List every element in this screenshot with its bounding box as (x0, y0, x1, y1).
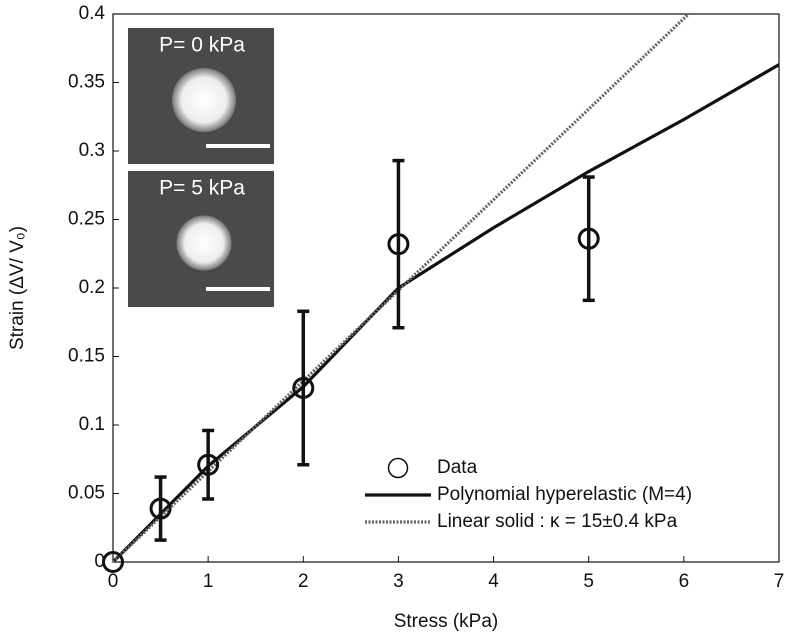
x-tick-label: 6 (679, 571, 690, 592)
inset-spot (176, 215, 232, 271)
x-tick-label: 1 (203, 571, 214, 592)
data-point (149, 497, 172, 520)
y-tick-label: 0.1 (79, 414, 105, 435)
x-tick-label: 4 (488, 571, 499, 592)
x-tick-label: 2 (298, 571, 309, 592)
data-point (387, 233, 410, 256)
y-tick-label: 0.2 (79, 277, 105, 298)
y-tick-label: 0 (94, 551, 105, 572)
y-tick-label: 0.15 (68, 346, 105, 367)
y-tick-label: 0.3 (79, 140, 105, 161)
data-point (197, 453, 220, 476)
error-bar (392, 158, 405, 330)
y-axis-label: Strain (ΔV/ V₀) (7, 226, 28, 350)
data-point (292, 377, 315, 400)
inset-label: P= 5 kPa (159, 177, 245, 200)
error-bar (202, 428, 215, 501)
error-bar (154, 475, 167, 542)
data-point (102, 551, 124, 573)
legend-label: Polynomial hyperelastic (M=4) (437, 484, 692, 505)
x-tick-label: 5 (583, 571, 594, 592)
data-point (577, 227, 600, 250)
x-tick-label: 3 (393, 571, 404, 592)
legend-label: Linear solid : κ = 15±0.4 kPa (437, 511, 678, 532)
fit-line (113, 14, 690, 562)
x-axis-label: Stress (kPa) (394, 611, 499, 632)
inset-label: P= 0 kPa (159, 34, 245, 57)
legend-marker (387, 457, 409, 479)
y-tick-label: 0.4 (79, 3, 106, 24)
legend-label: Data (437, 457, 478, 478)
inset-spot (172, 68, 236, 132)
fit-line (113, 63, 779, 562)
y-tick-label: 0.35 (68, 72, 105, 93)
error-bar (297, 309, 310, 467)
x-tick-label: 7 (774, 571, 785, 592)
y-tick-label: 0.05 (68, 483, 105, 504)
error-bar (582, 175, 595, 303)
x-tick-label: 0 (108, 571, 119, 592)
y-tick-label: 0.25 (68, 209, 105, 230)
